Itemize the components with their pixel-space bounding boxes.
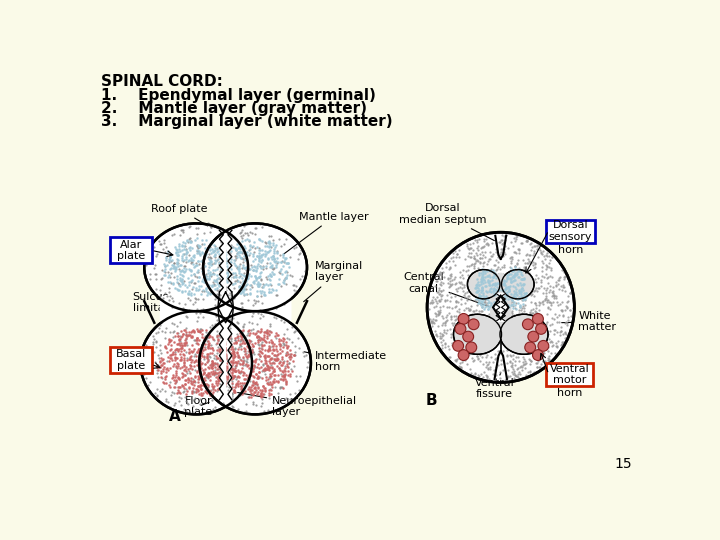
Text: Marginal
layer: Marginal layer — [304, 261, 363, 302]
Text: Central
canal: Central canal — [403, 272, 489, 306]
Circle shape — [533, 314, 544, 325]
Text: Floor
plate: Floor plate — [184, 395, 212, 417]
Circle shape — [468, 319, 479, 330]
Circle shape — [458, 314, 469, 325]
Text: 2.    Mantle layer (gray matter): 2. Mantle layer (gray matter) — [101, 101, 367, 116]
Text: 3.    Marginal layer (white matter): 3. Marginal layer (white matter) — [101, 114, 392, 129]
Text: Sulcus
limitans: Sulcus limitans — [132, 292, 215, 313]
Text: Basal
plate: Basal plate — [116, 349, 146, 370]
Ellipse shape — [454, 314, 502, 354]
Polygon shape — [493, 351, 508, 381]
Text: B: B — [426, 393, 437, 408]
Ellipse shape — [204, 238, 247, 377]
Circle shape — [458, 350, 469, 361]
FancyBboxPatch shape — [546, 220, 595, 242]
Circle shape — [525, 342, 536, 353]
Ellipse shape — [427, 232, 575, 382]
Text: 15: 15 — [615, 457, 632, 470]
FancyBboxPatch shape — [110, 237, 152, 264]
Circle shape — [463, 331, 474, 342]
Polygon shape — [496, 294, 505, 321]
Text: SPINAL CORD:: SPINAL CORD: — [101, 74, 222, 89]
Text: horn: horn — [557, 388, 582, 398]
Text: Mantle layer: Mantle layer — [284, 212, 369, 254]
Ellipse shape — [467, 269, 500, 299]
Text: horn: horn — [558, 245, 583, 255]
Ellipse shape — [199, 311, 311, 414]
Ellipse shape — [500, 314, 548, 354]
Circle shape — [523, 319, 534, 330]
Ellipse shape — [490, 273, 512, 342]
Circle shape — [538, 340, 549, 351]
Text: Ventral
motor: Ventral motor — [550, 363, 590, 385]
Text: 1.    Ependymal layer (germinal): 1. Ependymal layer (germinal) — [101, 88, 376, 103]
Circle shape — [533, 350, 544, 361]
Text: A: A — [169, 409, 181, 423]
Text: Alar
plate: Alar plate — [117, 240, 145, 261]
FancyBboxPatch shape — [160, 296, 292, 323]
Circle shape — [455, 323, 466, 334]
Text: Intermediate
horn: Intermediate horn — [305, 351, 387, 373]
Polygon shape — [493, 296, 508, 319]
Ellipse shape — [203, 224, 307, 311]
Circle shape — [453, 340, 464, 351]
FancyBboxPatch shape — [546, 363, 593, 386]
FancyBboxPatch shape — [110, 347, 152, 373]
Circle shape — [528, 331, 539, 342]
Text: White
matter: White matter — [562, 311, 616, 333]
Circle shape — [536, 323, 546, 334]
Circle shape — [466, 342, 477, 353]
Polygon shape — [220, 323, 232, 400]
Text: Neuroepithelial
layer: Neuroepithelial layer — [238, 393, 357, 417]
Ellipse shape — [140, 311, 252, 414]
Text: Roof plate: Roof plate — [151, 204, 208, 226]
Polygon shape — [220, 231, 232, 292]
Text: Ventral
fissure: Ventral fissure — [474, 373, 514, 400]
Ellipse shape — [502, 269, 534, 299]
Polygon shape — [495, 234, 507, 259]
Polygon shape — [218, 292, 233, 323]
Text: Dorsal
sensory: Dorsal sensory — [549, 220, 593, 242]
Text: Dorsal
median septum: Dorsal median septum — [399, 203, 495, 241]
Ellipse shape — [144, 224, 248, 311]
